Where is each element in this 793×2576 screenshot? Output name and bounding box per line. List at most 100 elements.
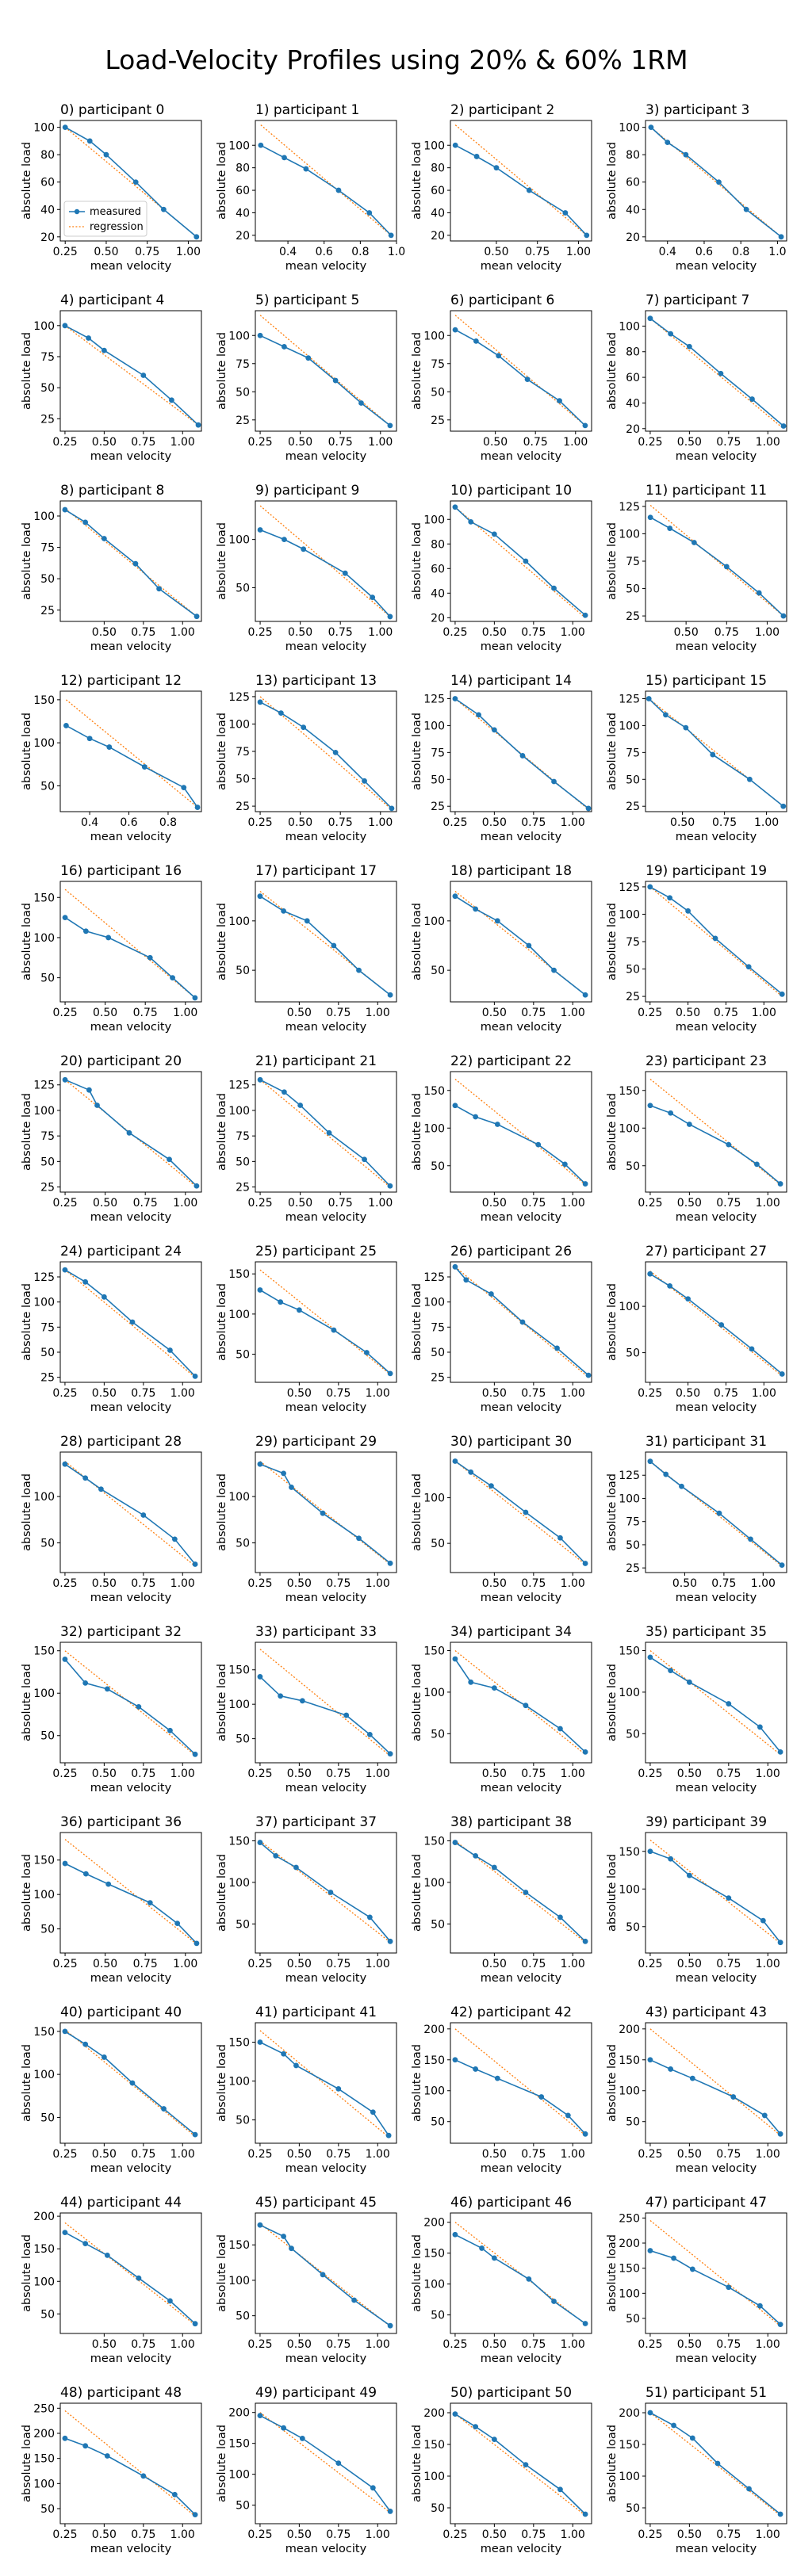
- x-tick-label: 0.75: [521, 1958, 546, 1970]
- y-tick-label: 100: [423, 1687, 445, 1699]
- panel-title: 42) participant 42: [450, 2005, 572, 2020]
- y-tick-label: 75: [626, 556, 640, 568]
- y-axis-label: absolute load: [411, 1093, 423, 1171]
- y-tick-label: 100: [228, 2275, 250, 2287]
- x-tick-label: 0.25: [247, 436, 272, 449]
- x-tick-label: 0.50: [92, 2528, 117, 2541]
- regression-line: [259, 2222, 391, 2327]
- measured-point: [356, 1535, 362, 1542]
- measured-point: [86, 335, 91, 341]
- axes-frame: [450, 2022, 592, 2144]
- x-tick-label: 0.75: [328, 1197, 353, 1210]
- measured-line: [649, 1105, 781, 1185]
- measured-point: [777, 1181, 783, 1187]
- panel-43: 43) participant 43 0.25 0.50 0.75 1.00 50 100 1…: [601, 1996, 793, 2186]
- y-tick-label: 50: [626, 2502, 640, 2515]
- x-axis-label: mean velocity: [90, 2543, 172, 2555]
- regression-line: [649, 1271, 783, 1377]
- panel-title: 47) participant 47: [646, 2195, 767, 2211]
- y-tick-label: 100: [228, 1309, 250, 1321]
- y-tick-label: 100: [423, 330, 445, 342]
- panel-4: 4) participant 4 0.25 0.50 0.75 1.00 25 50 75 10…: [16, 284, 211, 474]
- axes-frame: [450, 881, 592, 1003]
- measured-line: [64, 1863, 197, 1944]
- x-tick-label: 1.00: [756, 1197, 780, 1210]
- measured-point: [452, 1103, 458, 1109]
- panel-title: 12) participant 12: [60, 673, 182, 689]
- measured-line: [649, 1273, 783, 1375]
- measured-point: [167, 1727, 173, 1733]
- measured-line: [64, 126, 197, 238]
- x-tick-label: 1.00: [170, 2148, 195, 2161]
- y-tick-label: 100: [228, 1105, 250, 1118]
- y-tick-label: 150: [33, 2026, 55, 2039]
- x-tick-label: 1.00: [756, 436, 780, 449]
- y-tick-label: 50: [431, 1160, 445, 1173]
- measured-point: [366, 210, 373, 216]
- measured-point: [326, 1129, 332, 1136]
- measured-point: [491, 531, 497, 537]
- panel-35: 35) participant 35 0.25 0.50 0.75 1.00 50 100 1…: [601, 1615, 793, 1806]
- x-axis-label: mean velocity: [90, 2352, 172, 2365]
- measured-point: [62, 915, 68, 920]
- x-axis-label: mean velocity: [285, 2352, 367, 2365]
- x-tick-label: 0.25: [52, 2528, 77, 2541]
- y-tick-label: 50: [40, 573, 55, 586]
- y-axis-label: absolute load: [21, 2425, 33, 2502]
- measured-point: [473, 2066, 479, 2072]
- measured-point: [82, 1871, 89, 1877]
- axes-frame: [645, 1832, 787, 1954]
- measured-line: [454, 1841, 586, 1942]
- measured-point: [320, 2272, 326, 2278]
- x-tick-label: 0.50: [92, 1768, 117, 1780]
- measured-point: [136, 1703, 142, 1710]
- y-tick-label: 100: [33, 320, 55, 333]
- measured-point: [342, 570, 348, 576]
- measured-point: [192, 1374, 198, 1379]
- measured-point: [647, 2057, 653, 2063]
- axes-frame: [255, 2022, 397, 2144]
- measured-line: [454, 698, 589, 809]
- y-tick-label: 100: [619, 1883, 640, 1896]
- measured-point: [718, 1322, 725, 1328]
- axes-frame: [255, 881, 397, 1003]
- measured-point: [491, 1864, 497, 1871]
- y-axis-label: absolute load: [216, 713, 228, 790]
- regression-line: [259, 696, 393, 810]
- measured-point: [366, 1731, 373, 1737]
- axes-frame: [255, 120, 397, 242]
- y-tick-label: 25: [236, 1182, 250, 1194]
- panel-24-plot: 24) participant 24 0.25 0.50 0.75 1.00 25 50 75…: [21, 1244, 202, 1414]
- panel-25-plot: 25) participant 25 0.50 0.75 1.00 50 100 150 me…: [216, 1244, 397, 1414]
- y-tick-label: 100: [619, 122, 640, 135]
- measured-point: [193, 613, 200, 620]
- measured-point: [557, 398, 562, 404]
- y-axis-label: absolute load: [606, 1664, 619, 1741]
- panel-title: 21) participant 21: [255, 1053, 377, 1069]
- x-tick-label: 0.50: [287, 2148, 312, 2161]
- measured-point: [387, 613, 393, 620]
- y-tick-label: 150: [33, 1855, 55, 1867]
- x-tick-label: 1.00: [170, 1768, 195, 1780]
- measured-point: [82, 928, 89, 934]
- measured-point: [647, 1654, 653, 1661]
- y-tick-label: 50: [40, 2503, 55, 2516]
- y-tick-label: 100: [228, 1699, 250, 1711]
- measured-point: [362, 1156, 367, 1163]
- x-tick-label: 0.75: [326, 2148, 351, 2161]
- panel-36-plot: 36) participant 36 0.25 0.50 0.75 1.00 50 100 1…: [21, 1814, 202, 1985]
- y-tick-label: 150: [619, 2263, 640, 2276]
- measured-point: [647, 2248, 653, 2253]
- x-tick-label: 1.00: [561, 2528, 585, 2541]
- measured-point: [282, 344, 287, 350]
- measured-point: [103, 151, 109, 158]
- panel-44: 44) participant 44 0.50 0.75 1.00 50 100 150 20…: [16, 2186, 211, 2376]
- x-axis-label: mean velocity: [90, 1211, 172, 1224]
- panel-title: 34) participant 34: [450, 1624, 572, 1640]
- measured-point: [779, 1562, 785, 1569]
- measured-point: [468, 518, 474, 525]
- y-axis-label: absolute load: [21, 903, 33, 980]
- measured-point: [757, 2303, 763, 2309]
- x-tick-label: 0.25: [638, 1197, 662, 1210]
- panel-38: 38) participant 38 0.50 0.75 1.00 50 100 150 me…: [406, 1806, 601, 1996]
